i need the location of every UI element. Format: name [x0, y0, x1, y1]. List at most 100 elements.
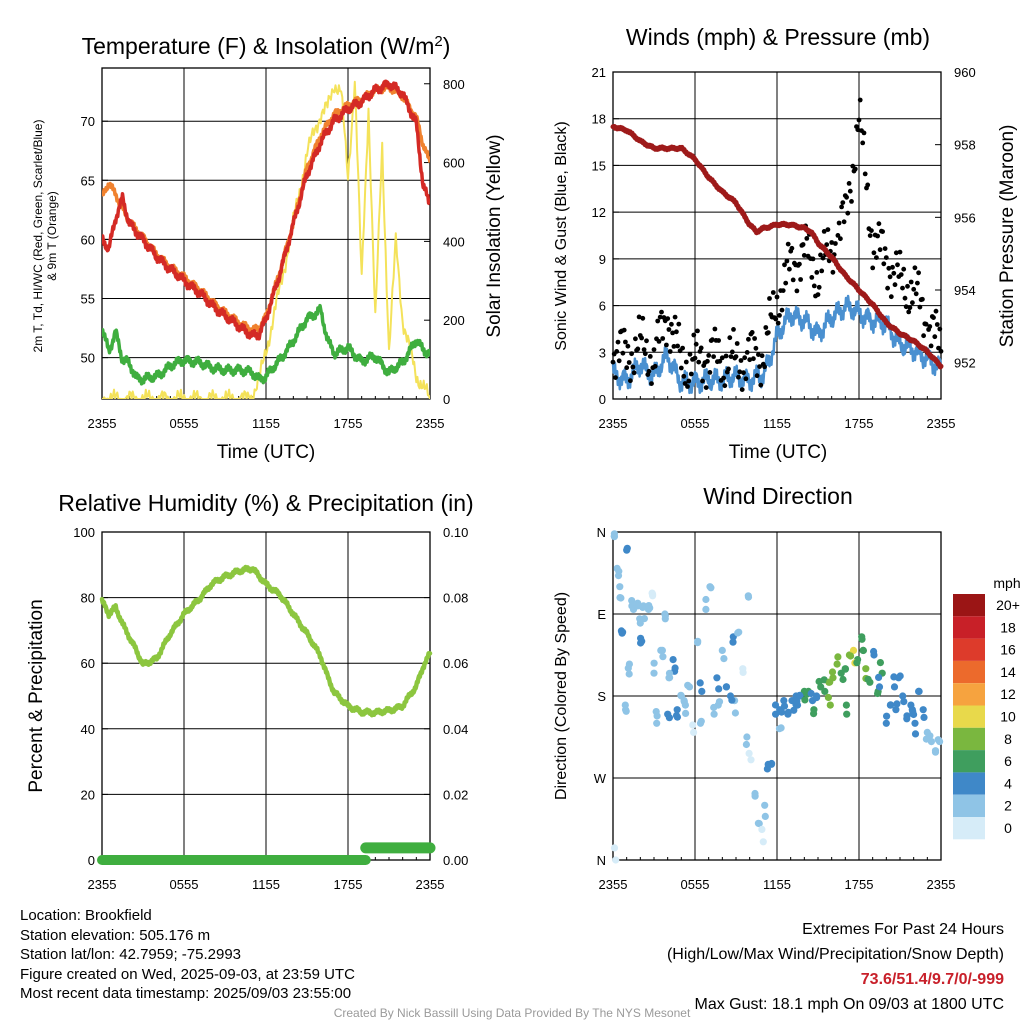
gust-point	[913, 291, 919, 297]
gust-point	[841, 219, 847, 225]
gust-point	[855, 127, 861, 133]
direction-point	[696, 679, 704, 687]
gust-point	[717, 358, 723, 364]
gust-point	[727, 335, 733, 341]
gust-point	[819, 268, 825, 274]
gust-point	[631, 370, 637, 376]
gust-point	[757, 364, 762, 369]
temp-2m-line	[102, 79, 430, 341]
gust-point	[892, 282, 898, 288]
direction-point	[890, 683, 899, 691]
direction-point	[934, 736, 942, 744]
title-sup: 2	[434, 33, 442, 50]
gust-point	[830, 269, 836, 275]
y-tick-label-1-1: 3	[599, 345, 606, 360]
colorbar-swatch-0	[953, 594, 985, 617]
x-tick-label-1-0: 2355	[599, 416, 628, 431]
direction-point	[650, 669, 658, 677]
y2-tick-label-0-2: 400	[443, 234, 465, 249]
gust-point	[729, 349, 735, 355]
gust-point	[747, 357, 753, 363]
gust-point	[712, 326, 718, 332]
direction-point	[690, 728, 698, 737]
gust-point	[783, 280, 789, 286]
gust-point	[829, 240, 835, 245]
credit-text: Created By Nick Bassill Using Data Provi…	[333, 1006, 691, 1020]
direction-point	[743, 733, 751, 741]
direction-point	[780, 697, 788, 705]
x-tick-label-3-2: 1155	[763, 877, 791, 892]
direction-point	[739, 668, 747, 677]
gust-point	[759, 353, 765, 359]
direction-point	[843, 710, 851, 718]
gust-point	[731, 327, 736, 332]
gust-point	[885, 285, 890, 291]
gust-point	[700, 378, 705, 384]
gust-point	[726, 366, 731, 372]
gust-point	[931, 315, 936, 320]
gust-point	[680, 345, 685, 351]
direction-point	[847, 652, 855, 660]
wind-xlabel: Time (UTC)	[729, 442, 828, 463]
plot-frame-1	[612, 71, 942, 400]
gust-point	[737, 369, 743, 375]
gust-point	[890, 264, 895, 270]
gust-point	[736, 374, 741, 380]
direction-point	[849, 646, 858, 655]
gust-point	[804, 236, 810, 241]
direction-point	[824, 693, 833, 702]
direction-point	[896, 672, 904, 680]
y-tick-label-0-3: 65	[81, 173, 95, 188]
created-text: Figure created on Wed, 2025-09-03, at 23…	[20, 965, 355, 983]
direction-point	[754, 819, 763, 827]
colorbar-label-0: 20+	[996, 597, 1020, 613]
gust-point	[891, 270, 897, 276]
gust-point	[610, 359, 616, 365]
direction-point	[900, 698, 908, 706]
y2-tick-label-2-2: 0.04	[443, 722, 468, 737]
gust-point	[787, 266, 792, 272]
gust-point	[721, 375, 726, 381]
gust-point	[616, 358, 622, 364]
x-tick-label-0-4: 2355	[416, 416, 445, 431]
direction-point	[720, 655, 728, 663]
direction-point	[876, 659, 885, 667]
gust-point	[675, 343, 680, 349]
direction-point	[759, 838, 767, 846]
y-tick-label-3-3: E	[597, 607, 606, 622]
x-tick-label-0-2: 1155	[252, 416, 280, 431]
gust-point	[862, 171, 868, 177]
gust-point	[865, 182, 871, 188]
gust-point	[893, 250, 899, 256]
gust-point	[687, 351, 693, 357]
direction-point	[771, 701, 780, 709]
y-tick-label-1-7: 21	[592, 65, 606, 80]
gust-point	[932, 334, 938, 340]
direction-point	[673, 713, 682, 721]
direction-point	[926, 732, 934, 740]
gust-point	[678, 365, 684, 371]
gust-point	[664, 342, 669, 348]
gust-point	[660, 336, 666, 341]
x-tick-label-3-0: 2355	[599, 877, 628, 892]
direction-point	[702, 605, 710, 614]
gust-point	[869, 228, 874, 234]
gust-point	[665, 316, 671, 321]
x-tick-label-0-1: 0555	[170, 416, 199, 431]
extremes-subtitle: (High/Low/Max Wind/Precipitation/Snow De…	[666, 946, 1004, 963]
direction-point	[834, 653, 842, 661]
direction-point	[821, 687, 829, 696]
direction-point	[893, 700, 901, 708]
gust-point	[613, 375, 618, 380]
y-tick-label-2-1: 20	[81, 787, 95, 802]
direction-point	[820, 676, 828, 684]
gust-point	[629, 351, 634, 357]
gust-point	[765, 330, 771, 335]
y2-tick-label-1-2: 956	[954, 210, 976, 225]
y2-tick-label-0-1: 200	[443, 313, 465, 328]
gust-point	[770, 290, 776, 295]
direction-point	[707, 584, 715, 592]
direction-point	[826, 701, 834, 709]
temp-xlabel: Time (UTC)	[217, 442, 316, 463]
max-gust-text: Max Gust: 18.1 mph On 09/03 at 1800 UTC	[694, 996, 1005, 1013]
